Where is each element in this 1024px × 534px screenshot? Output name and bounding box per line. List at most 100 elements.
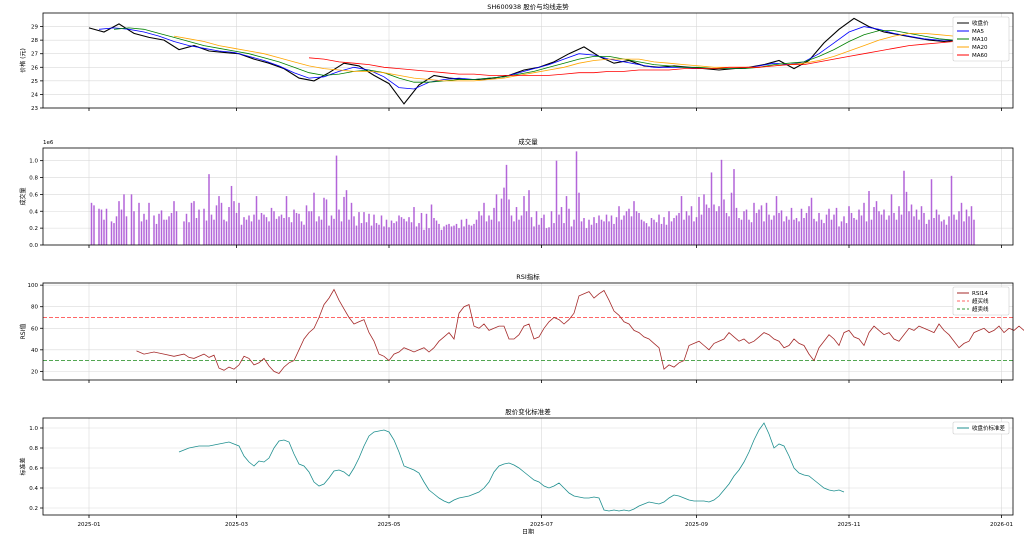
volume-bar xyxy=(865,221,868,245)
volume-bar xyxy=(373,214,375,245)
volume-bar xyxy=(255,196,258,245)
ytick-label: 60 xyxy=(31,326,38,332)
volume-bar xyxy=(648,226,650,245)
volume-bar xyxy=(933,218,935,245)
legend-label: MA5 xyxy=(972,29,985,35)
volume-bar xyxy=(838,226,840,245)
volume-bar xyxy=(543,214,545,245)
volume-bar xyxy=(113,223,115,245)
volume-bar xyxy=(713,204,715,245)
volume-bar xyxy=(275,218,278,245)
volume-bar xyxy=(763,221,765,245)
volume-bar xyxy=(368,213,370,245)
volume-bar xyxy=(445,224,448,245)
volume-bar xyxy=(588,219,590,245)
volume-bar xyxy=(908,211,910,245)
ytick-label: 0.4 xyxy=(29,209,38,215)
volume-bar xyxy=(448,223,450,245)
ytick-label: 1.0 xyxy=(29,426,38,432)
volume-bar xyxy=(840,221,843,245)
volume-bar xyxy=(853,218,855,245)
volume-bar xyxy=(430,204,433,245)
volume-bar xyxy=(858,209,860,245)
volume-bar xyxy=(665,224,668,245)
volume-bar xyxy=(305,205,308,245)
volume-bar xyxy=(558,214,560,245)
volume-bar xyxy=(483,202,485,245)
ytick-label: 0.8 xyxy=(29,176,38,182)
volume-bar xyxy=(508,199,510,245)
volume-bar xyxy=(378,224,380,245)
volume-bar xyxy=(358,212,360,245)
volume-bar xyxy=(645,223,648,245)
volume-bar xyxy=(960,202,963,245)
volume-bar xyxy=(773,215,775,245)
volume-bar xyxy=(370,225,373,245)
volume-bar xyxy=(878,211,880,245)
volume-bar xyxy=(220,202,223,245)
volume-bar xyxy=(883,209,885,245)
volume-bar xyxy=(948,216,950,245)
volume-bar xyxy=(843,216,845,245)
volume-bar xyxy=(935,209,938,245)
volume-bar xyxy=(438,223,440,245)
volume-bar xyxy=(888,215,890,245)
volume-bar xyxy=(885,219,888,245)
xtick-label: 2026-01 xyxy=(990,522,1013,528)
axes-frame xyxy=(42,147,1014,246)
ytick-label: 23 xyxy=(31,106,38,112)
volume-bar xyxy=(215,205,218,245)
legend-box xyxy=(952,421,1010,435)
volume-bar xyxy=(555,160,558,245)
volume-bar xyxy=(813,218,815,245)
volume-bar xyxy=(808,206,810,245)
volume-bar xyxy=(970,206,973,245)
chart-title: SH600938 股价与均线走势 xyxy=(487,2,569,11)
volume-bar xyxy=(790,207,793,245)
volume-bar xyxy=(240,224,243,245)
ytick-label: 27 xyxy=(31,52,38,58)
volume-bar xyxy=(728,216,730,245)
volume-bar xyxy=(168,216,170,245)
axes-frame xyxy=(42,282,1014,381)
volume-bar xyxy=(335,155,338,245)
volume-bar xyxy=(475,219,478,245)
volume-bar xyxy=(198,209,200,245)
volume-bar xyxy=(573,219,575,245)
series-line-ma60 xyxy=(308,39,970,76)
volume-bar xyxy=(490,219,493,245)
volume-bar xyxy=(703,194,705,245)
volume-bar xyxy=(798,221,800,245)
y-axis-label: 成交量 xyxy=(19,187,27,205)
volume-bar xyxy=(175,211,178,245)
volume-bar xyxy=(640,219,643,245)
ytick-label: 26 xyxy=(31,65,38,71)
volume-bar xyxy=(208,174,210,245)
volume-bar xyxy=(388,227,390,245)
volume-bar xyxy=(633,201,635,245)
legend-label: MA60 xyxy=(972,53,988,59)
volume-bar xyxy=(320,219,323,245)
volume-bar xyxy=(435,220,438,245)
volume-bar xyxy=(848,206,850,245)
volume-bar xyxy=(940,221,943,245)
volume-bar xyxy=(98,208,100,245)
volume-bar xyxy=(915,209,918,245)
volume-bar xyxy=(433,218,435,245)
volume-bar xyxy=(283,218,285,245)
volume-bar xyxy=(965,209,968,245)
volume-bar xyxy=(575,151,578,245)
series-line-close xyxy=(88,17,975,105)
volume-bar xyxy=(810,197,813,245)
volume-bar xyxy=(560,207,563,245)
volume-bar xyxy=(288,217,290,245)
volume-bar xyxy=(663,217,665,245)
volume-bar xyxy=(355,225,358,245)
volume-bar xyxy=(260,212,263,245)
volume-bar xyxy=(923,212,925,245)
volume-bar xyxy=(343,196,345,245)
volume-bar xyxy=(265,217,268,245)
volume-bar xyxy=(670,221,673,245)
volume-bar xyxy=(498,221,500,245)
